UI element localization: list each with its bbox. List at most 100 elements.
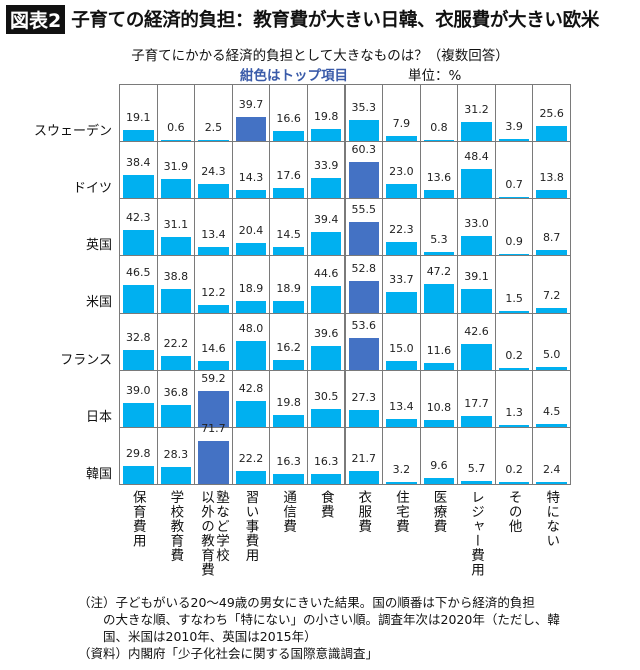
grid-cell: 18.9 <box>269 255 308 314</box>
bar <box>423 420 455 427</box>
grid-cell: 16.2 <box>269 312 308 371</box>
grid-cell: 33.7 <box>382 255 421 314</box>
title-text: 子育ての経済的負担：教育費が大きい日韓、衣服費が大きい欧米 <box>71 10 600 31</box>
data-label: 10.8 <box>426 401 452 415</box>
bar <box>386 184 417 199</box>
grid-cell: 53.6 <box>344 312 384 371</box>
bar <box>198 247 229 256</box>
grid-cell: 39.6 <box>306 312 346 371</box>
bar <box>273 474 304 484</box>
bar <box>386 242 417 256</box>
column-label: 学校教育費 <box>167 490 184 563</box>
data-label: 14.3 <box>238 170 264 184</box>
bar <box>310 345 342 370</box>
data-label: 5.3 <box>430 233 448 247</box>
bar <box>348 470 380 484</box>
bar <box>160 356 192 370</box>
data-label: 7.2 <box>542 289 561 303</box>
bar <box>348 337 380 370</box>
grid-cell: 31.2 <box>457 84 496 143</box>
data-label: 42.6 <box>464 325 489 339</box>
bar <box>273 246 304 256</box>
note-line: の大きな順、すなわち「特にない」の小さい順。調査年次は2020年（ただし、韓 <box>78 612 560 627</box>
data-label: 18.9 <box>238 282 264 296</box>
data-label: 36.8 <box>163 385 189 399</box>
grid-cell: 25.6 <box>532 84 571 143</box>
data-label: 19.1 <box>126 110 151 124</box>
data-label: 42.3 <box>126 211 151 225</box>
bar <box>423 362 455 370</box>
bar <box>235 243 267 256</box>
grid-cell: 19.8 <box>269 369 308 428</box>
data-label: 44.6 <box>313 266 339 280</box>
grid-cell: 48.0 <box>231 312 271 371</box>
grid-cell: 22.2 <box>231 426 271 485</box>
bar <box>423 478 455 484</box>
bar <box>310 129 342 142</box>
data-label: 33.9 <box>313 158 339 172</box>
bar <box>498 253 530 256</box>
grid-cell: 14.3 <box>231 141 271 200</box>
bar <box>123 466 154 484</box>
grid-cell: 33.9 <box>306 141 346 200</box>
column-label: 保育費用 <box>129 490 146 548</box>
grid-cell: 19.8 <box>306 84 346 143</box>
grid-cell: 2.5 <box>194 84 233 143</box>
grid-cell: 14.5 <box>269 198 308 257</box>
bar <box>461 122 492 142</box>
data-label: 31.2 <box>464 103 489 117</box>
data-label: 52.8 <box>351 261 377 275</box>
grid-cell: 13.8 <box>532 141 571 200</box>
grid-cell: 13.4 <box>382 369 421 428</box>
bar <box>123 175 154 199</box>
data-label: 19.8 <box>313 110 339 124</box>
data-label: 39.0 <box>126 384 151 398</box>
grid-cell: 1.3 <box>494 369 534 428</box>
column-label: 塾など学校 以外の教育費 <box>197 490 229 577</box>
data-label: 47.2 <box>426 265 452 279</box>
bar <box>310 474 342 484</box>
grid-cell: 18.9 <box>231 255 271 314</box>
grid-cell: 20.4 <box>231 198 271 257</box>
bar <box>123 350 154 370</box>
data-label: 16.2 <box>276 340 301 354</box>
data-label: 38.8 <box>163 270 189 284</box>
bar <box>198 391 229 427</box>
row-label: 英国 <box>85 238 112 254</box>
data-label: 27.3 <box>351 391 377 405</box>
bar <box>498 311 530 313</box>
grid-cell: 0.8 <box>419 84 459 143</box>
bar <box>235 340 267 370</box>
data-label: 17.7 <box>464 397 489 411</box>
row-label: スウェーデン <box>33 124 112 139</box>
bar <box>198 139 229 142</box>
data-label: 3.9 <box>505 119 523 133</box>
bar <box>160 179 192 199</box>
grid-cell: 3.2 <box>382 426 421 485</box>
bar <box>310 408 342 427</box>
data-label: 42.8 <box>238 382 264 396</box>
grid-cell: 12.2 <box>194 255 233 314</box>
grid-cell: 16.3 <box>269 426 308 485</box>
column-label: その他 <box>505 490 522 534</box>
bar <box>235 117 267 142</box>
bar <box>423 139 455 142</box>
chart-grid: 19.1 0.6 2.5 39.7 16.6 19.8 35.3 7.9 0.8 31.2 3.9 2… <box>119 84 571 485</box>
grid-cell: 39.1 <box>457 255 496 314</box>
unit-label: 単位：% <box>408 68 462 84</box>
bar <box>536 250 567 256</box>
grid-cell: 1.5 <box>494 255 534 314</box>
bar <box>310 177 342 199</box>
bar <box>235 470 267 484</box>
grid-cell: 22.2 <box>156 312 196 371</box>
bar <box>498 482 530 484</box>
data-label: 59.2 <box>201 372 226 386</box>
bar <box>386 136 417 142</box>
data-label: 31.9 <box>163 160 189 174</box>
bar <box>461 480 492 484</box>
data-label: 9.6 <box>430 459 448 473</box>
grid-cell: 42.3 <box>119 198 158 257</box>
bar <box>498 368 530 370</box>
data-label: 39.4 <box>313 212 339 226</box>
column-label: 衣服費 <box>355 490 372 534</box>
